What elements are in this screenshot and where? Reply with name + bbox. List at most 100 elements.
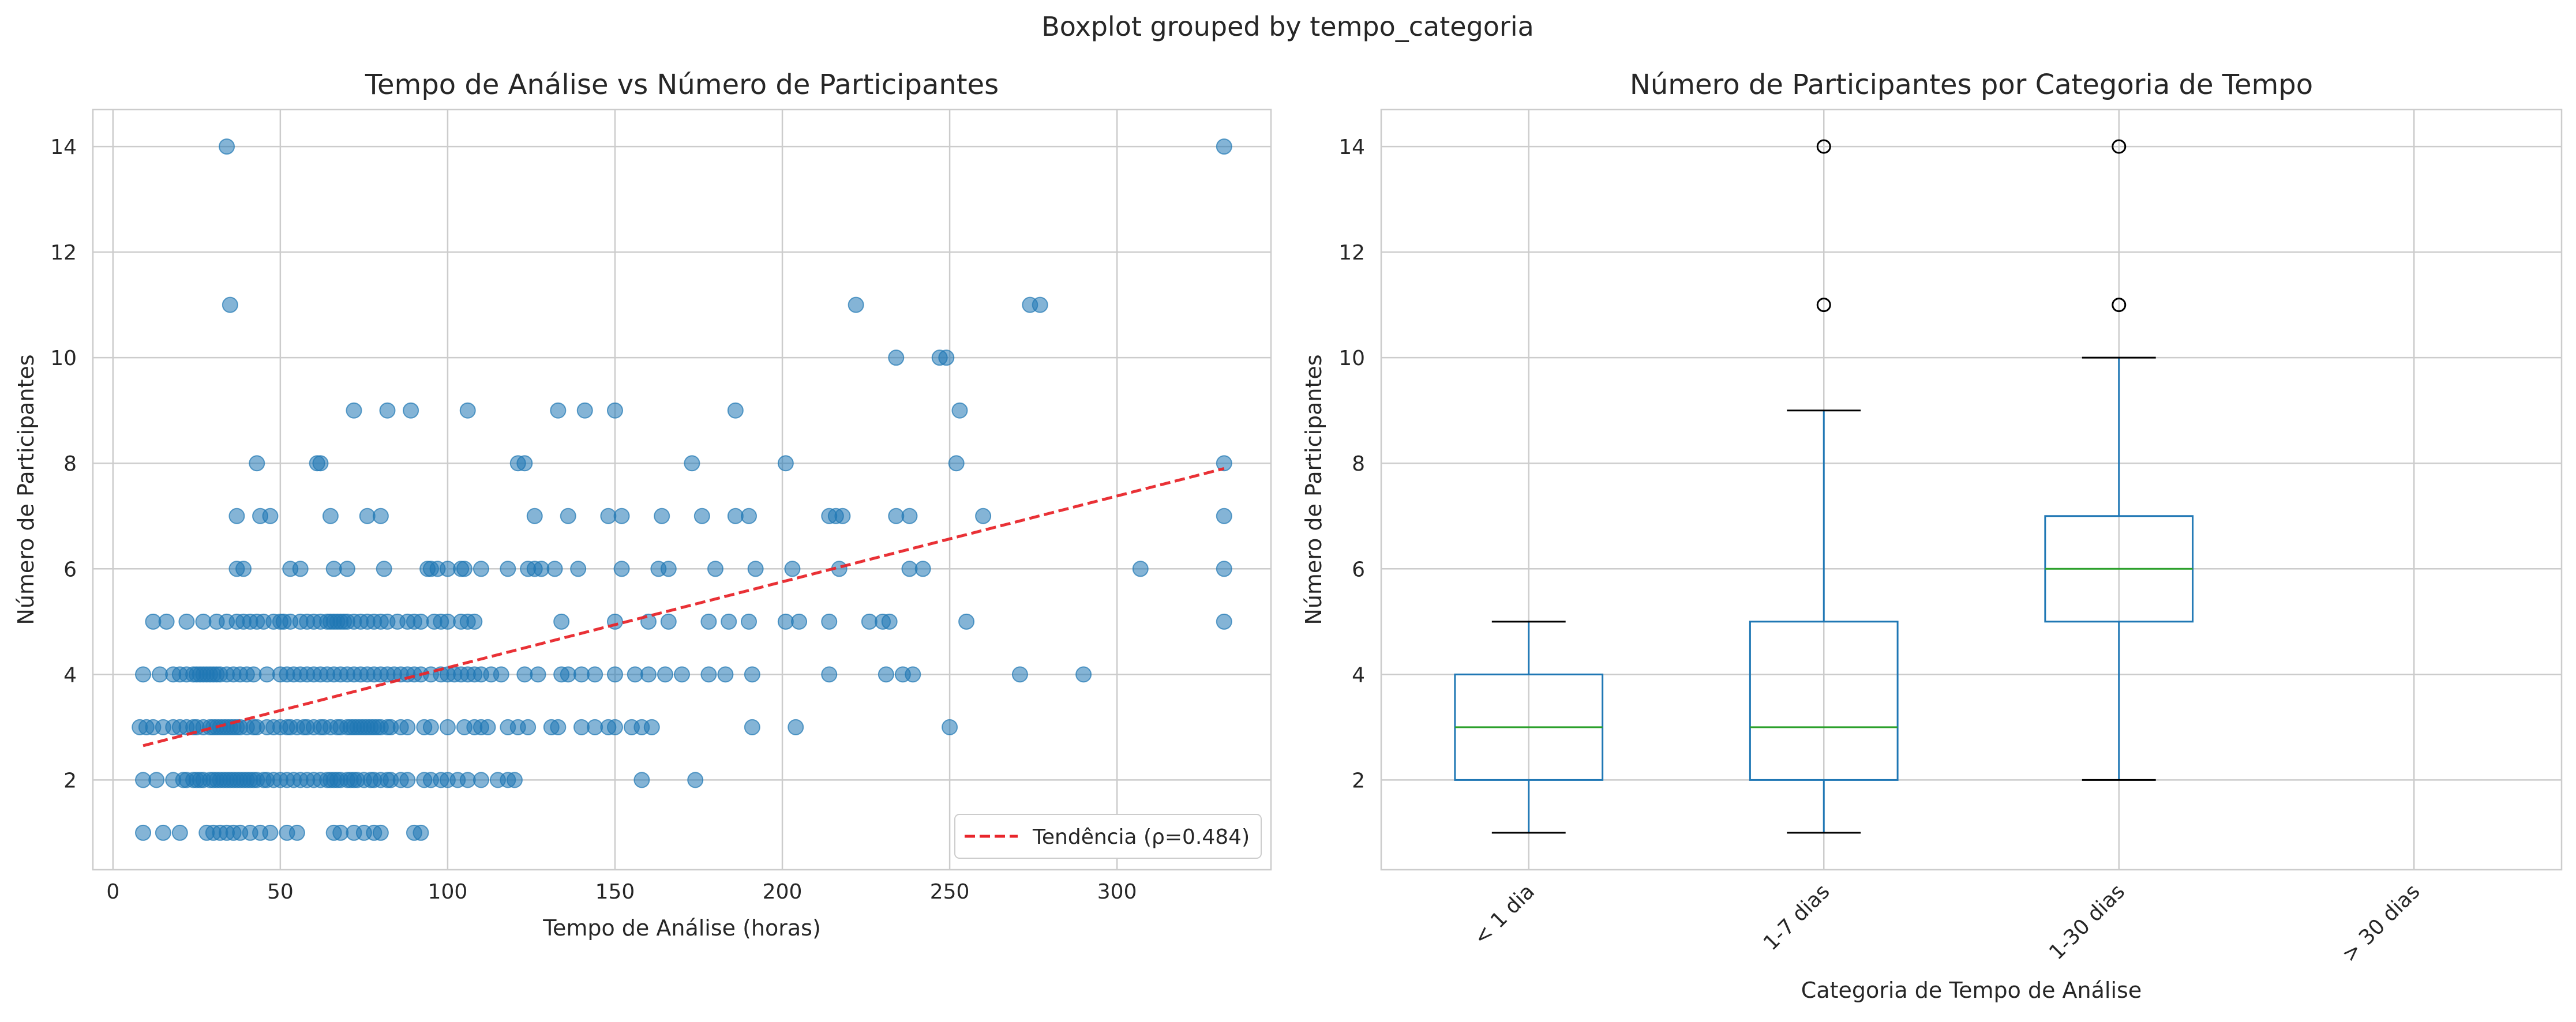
data-point: [727, 508, 744, 524]
data-point: [707, 561, 724, 577]
boxplot-title: Número de Participantes por Categoria de…: [1630, 69, 2313, 101]
data-point: [888, 350, 905, 366]
y-tick-label: 6: [63, 558, 77, 581]
data-point: [439, 719, 456, 735]
data-point: [553, 613, 570, 630]
data-point: [219, 138, 235, 155]
data-point: [821, 666, 838, 683]
data-point: [613, 561, 630, 577]
y-tick-label: 10: [50, 347, 77, 370]
data-point: [376, 561, 392, 577]
scatter-title: Tempo de Análise vs Número de Participan…: [365, 69, 999, 101]
data-point: [861, 613, 878, 630]
data-point: [881, 613, 898, 630]
y-tick-label: 2: [63, 769, 77, 792]
data-point: [379, 402, 396, 419]
scatter-grid: [93, 110, 1271, 870]
data-point: [627, 666, 643, 683]
data-point: [905, 666, 921, 683]
data-point: [660, 613, 677, 630]
data-point: [413, 613, 429, 630]
data-point: [456, 561, 473, 577]
data-point: [901, 508, 918, 524]
data-point: [560, 666, 576, 683]
data-point: [288, 824, 305, 841]
data-point: [717, 666, 734, 683]
data-point: [152, 666, 168, 683]
data-point: [1216, 138, 1232, 155]
data-point: [700, 666, 717, 683]
x-tick-label: 300: [1097, 880, 1137, 904]
data-point: [459, 772, 476, 788]
data-point: [606, 666, 623, 683]
data-point: [346, 402, 362, 419]
y-tick-label: 4: [1352, 663, 1365, 687]
data-point: [684, 455, 700, 472]
x-tick-label: 50: [267, 880, 294, 904]
scatter-xlabel: Tempo de Análise (horas): [542, 915, 821, 941]
data-point: [195, 613, 212, 630]
data-point: [1075, 666, 1092, 683]
data-point: [741, 508, 758, 524]
y-tick-label: 2: [1352, 769, 1365, 792]
outlier-point: [1816, 298, 1831, 313]
data-point: [948, 455, 965, 472]
boxplot-ylabel: Número de Participantes: [1301, 354, 1326, 625]
data-point: [372, 508, 389, 524]
data-point: [399, 772, 416, 788]
y-tick-label: 6: [1352, 558, 1365, 581]
y-tick-label: 8: [63, 452, 77, 476]
data-point: [693, 508, 710, 524]
data-point: [222, 296, 238, 313]
data-point: [777, 613, 794, 630]
data-point: [506, 772, 523, 788]
trend-line: [143, 467, 1225, 747]
data-point: [878, 666, 894, 683]
box-group: [2044, 139, 2194, 781]
data-point: [744, 719, 760, 735]
data-point: [741, 613, 758, 630]
data-point: [550, 719, 567, 735]
data-point: [938, 350, 955, 366]
legend-box: [954, 814, 1262, 859]
data-point: [747, 561, 764, 577]
data-point: [262, 508, 279, 524]
data-point: [533, 561, 550, 577]
data-point: [942, 719, 958, 735]
y-tick-label: 12: [50, 241, 77, 265]
data-point: [258, 666, 275, 683]
data-point: [587, 666, 603, 683]
data-point: [1216, 613, 1232, 630]
data-point: [530, 666, 546, 683]
data-point: [777, 455, 794, 472]
outlier-point: [2112, 298, 2127, 313]
y-tick-label: 14: [1338, 136, 1365, 159]
data-point: [687, 772, 704, 788]
data-point: [744, 666, 760, 683]
outlier-point: [2112, 139, 2127, 154]
data-point: [479, 719, 496, 735]
scatter-points: [132, 138, 1232, 841]
data-point: [439, 613, 456, 630]
data-point: [262, 824, 279, 841]
data-point: [322, 508, 339, 524]
legend-label: Tendência (ρ=0.484): [1032, 825, 1250, 849]
data-point: [359, 508, 376, 524]
data-point: [339, 561, 355, 577]
data-point: [1132, 561, 1149, 577]
data-point: [171, 824, 188, 841]
y-tick-label: 8: [1352, 452, 1365, 476]
figure-suptitle: Boxplot grouped by tempo_categoria: [1041, 11, 1534, 42]
data-point: [158, 613, 175, 630]
y-tick-label: 4: [63, 663, 77, 687]
data-point: [135, 824, 152, 841]
boxplot-panel: Número de Participantes por Categoria de…: [1301, 69, 2563, 1003]
data-point: [292, 561, 309, 577]
data-point: [788, 719, 804, 735]
box-group: [1454, 621, 1604, 834]
scatter-ticks: 0 50 100 150 200 250 300 2 4 6 8 10 12 14: [50, 136, 1137, 904]
data-point: [228, 508, 245, 524]
data-point: [975, 508, 992, 524]
data-point: [135, 772, 152, 788]
x-tick-label: < 1 dia: [1469, 880, 1540, 950]
